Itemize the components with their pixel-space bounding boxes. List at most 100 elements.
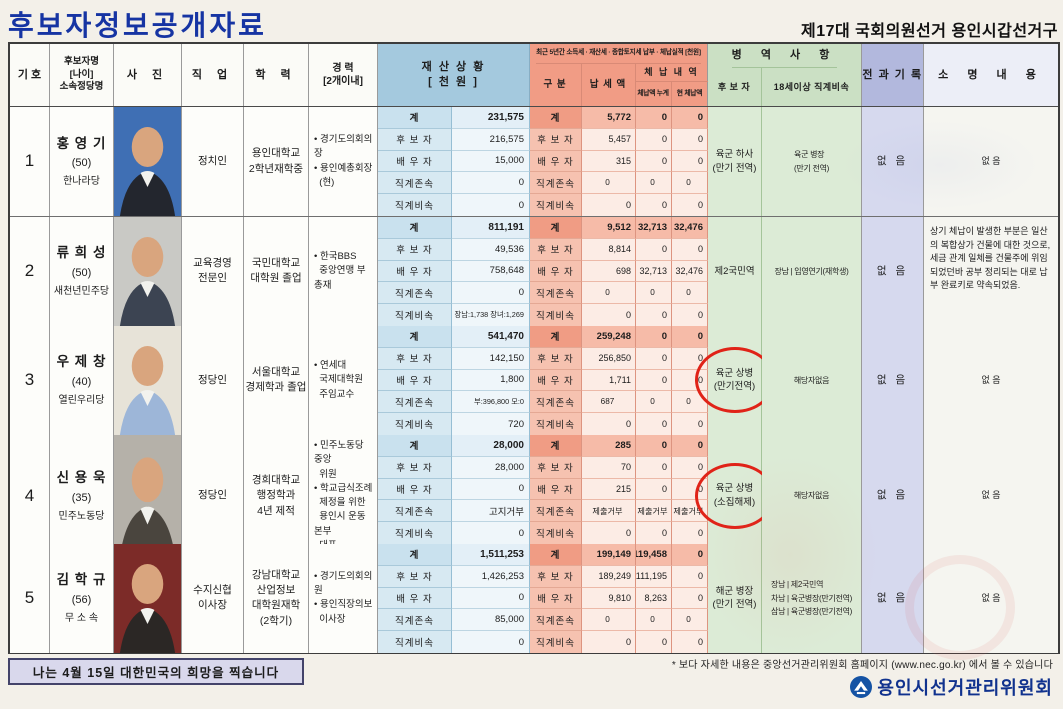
- tax-row-label: 후 보 자: [530, 347, 582, 370]
- tax-row-label: 직계비속: [530, 304, 582, 326]
- property-ascendants: 85,000: [452, 609, 530, 632]
- property-spouse: 758,648: [452, 260, 530, 283]
- candidate-career: • 경기도의회의장 • 용인예총회장 (현): [309, 107, 378, 216]
- property-row-label: 직계존속: [378, 282, 452, 305]
- property-descendants: 0: [452, 631, 530, 653]
- property-row-label: 배 우 자: [378, 369, 452, 392]
- property-descendants: 0: [452, 194, 530, 216]
- candidate-row: 4 신 용 욱 (35) 민주노동당 정당인 경희대학교 행정학과 4년 제적 …: [10, 434, 1058, 557]
- property-spouse: 1,800: [452, 369, 530, 392]
- property-row-label: 직계비속: [378, 194, 452, 216]
- tax-paid-spouse: 1,711: [582, 369, 636, 392]
- finance-block: 계 1,511,253 계 199,149 119,458 0 후 보 자 1,…: [378, 544, 708, 653]
- candidate-job: 정당인: [182, 326, 244, 435]
- tax-row-label: 직계존속: [530, 282, 582, 305]
- header-property: 재 산 상 황 [ 천 원 ]: [378, 44, 530, 106]
- property-row-label: 직계존속: [378, 609, 452, 632]
- tax-cur-candidate: 0: [672, 128, 708, 151]
- tax-paid-total: 285: [582, 435, 636, 457]
- tax-row-label: 직계비속: [530, 522, 582, 544]
- property-row-label: 직계비속: [378, 631, 452, 653]
- tax-row-label: 배 우 자: [530, 369, 582, 392]
- header-criminal: 전 과 기 록: [862, 44, 924, 106]
- header-tax-section: 최근 5년간 소득세 · 재산세 · 종합토지세 납부 · 체납실적 [천원] …: [530, 44, 708, 106]
- property-ascendants: 0: [452, 172, 530, 195]
- explanation: 없 음: [924, 544, 1058, 653]
- header-tax-title: 최근 5년간 소득세 · 재산세 · 종합토지세 납부 · 체납실적 [천원]: [536, 44, 701, 64]
- military-candidate-text: 육군 하사 (만기 전역): [712, 148, 757, 174]
- portrait-silhouette: [114, 107, 181, 216]
- slogan-box: 나는 4월 15일 대한민국의 희망을 찍습니다: [8, 658, 304, 685]
- military-candidate: 육군 상병 (소집해제): [708, 435, 762, 557]
- candidate-age: (40): [71, 376, 92, 389]
- header-job: 직 업: [182, 44, 244, 106]
- property-row-label: 직계비속: [378, 304, 452, 326]
- candidate-photo: [114, 326, 182, 435]
- tax-row-label: 계: [530, 544, 582, 566]
- explanation: 상기 체납이 발생한 부분은 일산의 복합상가 건물에 대한 것으로, 세금 관…: [924, 217, 1058, 326]
- tax-paid-ascendants: 0: [582, 282, 636, 305]
- military-descendants: 육군 병장 (만기 전역): [762, 107, 862, 216]
- header-military-section: 병 역 사 항 후 보 자 18세이상 직계비속: [708, 44, 862, 106]
- issuer-name: 용인시선거관리위원회: [877, 678, 1053, 698]
- tax-row-label: 계: [530, 217, 582, 239]
- tax-cum-candidate: 111,195: [636, 565, 672, 588]
- finance-block: 계 231,575 계 5,772 0 0 후 보 자 216,575 후 보 …: [378, 107, 708, 216]
- tax-row-label: 계: [530, 326, 582, 348]
- military-descendants: 장남 | 입영연기(재학생): [762, 217, 862, 326]
- tax-cur-spouse: 0: [672, 478, 708, 501]
- tax-paid-descendants: 0: [582, 304, 636, 326]
- tax-cum-spouse: 0: [636, 369, 672, 392]
- property-row-label: 배 우 자: [378, 260, 452, 283]
- military-candidate: 제2국민역: [708, 217, 762, 326]
- property-row-label: 계: [378, 544, 452, 566]
- property-row-label: 직계존속: [378, 172, 452, 195]
- header-name: 후보자명 [나이] 소속정당명: [50, 44, 114, 106]
- tax-paid-ascendants: 제출거부: [582, 500, 636, 523]
- property-spouse: 0: [452, 587, 530, 610]
- tax-cur-ascendants: 0: [672, 282, 708, 305]
- property-row-label: 직계존속: [378, 500, 452, 523]
- tax-paid-total: 259,248: [582, 326, 636, 348]
- tax-row-label: 배 우 자: [530, 478, 582, 501]
- tax-cur-ascendants: 0: [672, 172, 708, 195]
- header-tax-arrears-cur: 현 체납액: [676, 90, 703, 98]
- tax-paid-candidate: 256,850: [582, 347, 636, 370]
- candidate-party: 무 소 속: [64, 612, 99, 624]
- tax-cur-spouse: 0: [672, 587, 708, 610]
- election-subtitle: 제17대 국회의원선거 용인시갑선거구: [801, 23, 1058, 40]
- property-row-label: 계: [378, 326, 452, 348]
- tax-row-label: 후 보 자: [530, 238, 582, 261]
- property-candidate: 28,000: [452, 456, 530, 479]
- tax-cur-candidate: 0: [672, 565, 708, 588]
- candidate-age: (35): [71, 491, 92, 504]
- tax-cur-total: 0: [672, 435, 708, 457]
- candidate-photo: [114, 107, 182, 216]
- property-row-label: 후 보 자: [378, 456, 452, 479]
- tax-cur-total: 32,476: [672, 217, 708, 239]
- candidate-party: 열린우리당: [58, 394, 105, 406]
- property-descendants: 720: [452, 413, 530, 435]
- candidate-photo: [114, 435, 182, 557]
- property-row-label: 배 우 자: [378, 478, 452, 501]
- tax-cur-spouse: 0: [672, 369, 708, 392]
- tax-row-label: 후 보 자: [530, 456, 582, 479]
- military-descendants: 해당자없음: [762, 326, 862, 435]
- tax-paid-total: 9,512: [582, 217, 636, 239]
- criminal-record: 없 음: [862, 326, 924, 435]
- property-candidate: 142,150: [452, 347, 530, 370]
- candidate-name: 신 용 욱: [56, 470, 107, 485]
- tax-paid-descendants: 0: [582, 522, 636, 544]
- tax-cur-ascendants: 0: [672, 609, 708, 632]
- candidate-education: 경희대학교 행정학과 4년 제적: [244, 435, 309, 557]
- property-row-label: 후 보 자: [378, 238, 452, 261]
- finance-block: 계 541,470 계 259,248 0 0 후 보 자 142,150 후 …: [378, 326, 708, 435]
- nec-logo-icon: [850, 676, 873, 698]
- header-tax-arrears-cum: 체납액 누계: [636, 82, 672, 106]
- candidate-name: 김 학 규: [56, 572, 107, 588]
- tax-cum-ascendants: 0: [636, 172, 672, 195]
- candidate-job: 정치인: [182, 107, 244, 216]
- candidate-education: 국민대학교 대학원 졸업: [244, 217, 309, 326]
- tax-cum-total: 119,458: [636, 544, 672, 566]
- tax-cur-candidate: 0: [672, 456, 708, 479]
